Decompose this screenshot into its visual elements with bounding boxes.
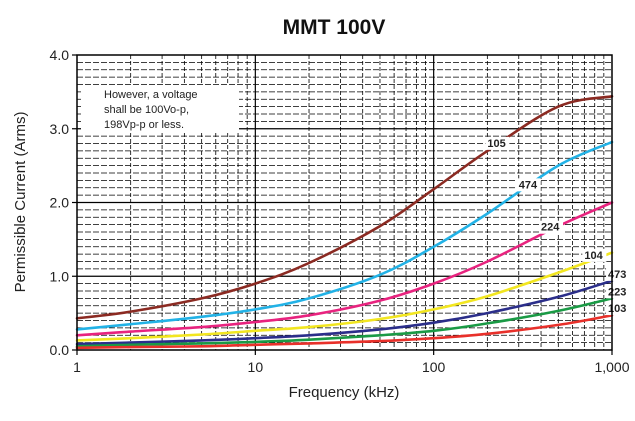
- series-label-223: 223: [608, 286, 626, 298]
- series-lines: [75, 95, 614, 350]
- y-tick-label: 0.0: [50, 342, 70, 358]
- note-box: However, a voltage shall be 100Vo-p, 198…: [81, 85, 239, 133]
- series-line-105: [75, 95, 614, 320]
- series-label-224: 224: [541, 222, 560, 234]
- x-tick-label: 1,000: [594, 359, 629, 375]
- series-label-background: [582, 248, 607, 262]
- series-line-473: [75, 279, 614, 346]
- grid-lines: [77, 55, 612, 350]
- series-label-background: [539, 220, 564, 234]
- series-line-103: [75, 314, 614, 350]
- series-labels: 105 474 224 104 473 223 103: [485, 136, 631, 316]
- series-label-background: [516, 178, 541, 192]
- note-line-1: However, a voltage: [104, 89, 198, 101]
- x-axis-label: Frequency (kHz): [289, 384, 400, 401]
- note-line-2: shall be 100Vo-p,: [104, 104, 189, 116]
- series-line-224: [75, 201, 614, 337]
- series-label-104: 104: [584, 250, 603, 262]
- series-label-background: [485, 136, 510, 150]
- series-label-474: 474: [519, 179, 538, 191]
- chart-title: MMT 100V: [283, 16, 386, 39]
- series-label-105: 105: [487, 138, 505, 150]
- y-tick-label: 3.0: [50, 121, 70, 137]
- y-tick-label: 2.0: [50, 195, 70, 211]
- y-axis-label: Permissible Current (Arms): [12, 112, 29, 293]
- series-label-103: 103: [608, 303, 626, 315]
- note-line-3: 198Vp-p or less.: [104, 119, 184, 131]
- axis-ticks: 1 10 100 1,000 0.0 1.0 2.0 3.0 4.0: [50, 47, 630, 375]
- series-line-223: [75, 297, 614, 348]
- x-tick-label: 1: [73, 359, 81, 375]
- x-tick-label: 100: [422, 359, 446, 375]
- series-line-104: [75, 251, 614, 342]
- x-tick-label: 10: [248, 359, 264, 375]
- series-line-474: [75, 140, 614, 331]
- series-label-473: 473: [608, 269, 626, 281]
- y-tick-label: 1.0: [50, 268, 70, 284]
- note-background: [81, 85, 239, 133]
- y-tick-label: 4.0: [50, 47, 70, 63]
